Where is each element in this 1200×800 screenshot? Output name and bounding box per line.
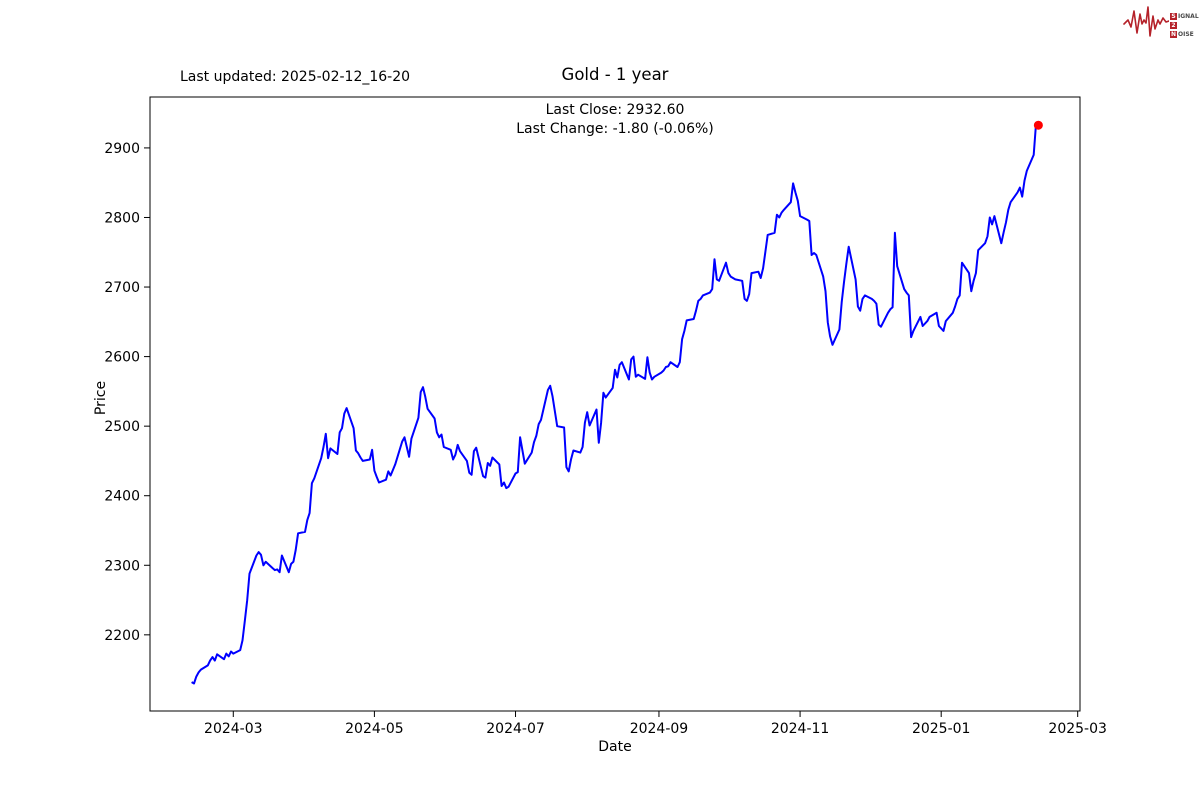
y-axis-label: Price [93,380,110,416]
logo-badge-s: S [1170,12,1177,20]
x-tick-label: 2024-11 [771,721,830,737]
price-line [191,123,1039,685]
x-tick-label: 2024-05 [345,721,404,737]
logo-wordmark: S IGNAL 2 N OISE [1170,12,1199,38]
y-tick-label: 2300 [104,558,140,574]
logo-badge-2: 2 [1170,21,1177,29]
x-tick-label: 2024-03 [204,721,263,737]
x-axis-label: Date [598,739,632,755]
y-tick-label: 2700 [104,280,140,296]
logo-row-2: 2 [1170,21,1199,29]
logo-word-noise: OISE [1178,30,1194,38]
y-tick-label: 2400 [104,489,140,505]
logo-row-noise: N OISE [1170,30,1199,38]
y-tick-label: 2200 [104,628,140,644]
waveform-icon [1123,3,1170,47]
chart-title: Gold - 1 year [561,65,669,84]
last-point-marker [1033,120,1043,130]
last-close-annotation: Last Close: 2932.60 Last Change: -1.80 (… [150,101,1080,139]
last-change-line: Last Change: -1.80 (-0.06%) [516,121,714,137]
logo-word-signal: IGNAL [1178,12,1199,20]
axes-spines [149,96,1081,712]
x-tick-label: 2024-07 [486,721,545,737]
logo-badge-n: N [1170,30,1177,38]
signal2noise-logo: S IGNAL 2 N OISE [1123,3,1199,47]
logo-row-signal: S IGNAL [1170,12,1199,20]
x-tick-label: 2025-03 [1048,721,1107,737]
last-close-line: Last Close: 2932.60 [545,102,685,118]
last-updated-text: Last updated: 2025-02-12_16-20 [180,69,411,85]
y-tick-label: 2500 [104,419,140,435]
y-tick-label: 2800 [104,210,140,226]
x-tick-label: 2024-09 [630,721,689,737]
y-tick-label: 2600 [104,350,140,366]
y-tick-label: 2900 [104,141,140,157]
x-tick-label: 2025-01 [912,721,971,737]
